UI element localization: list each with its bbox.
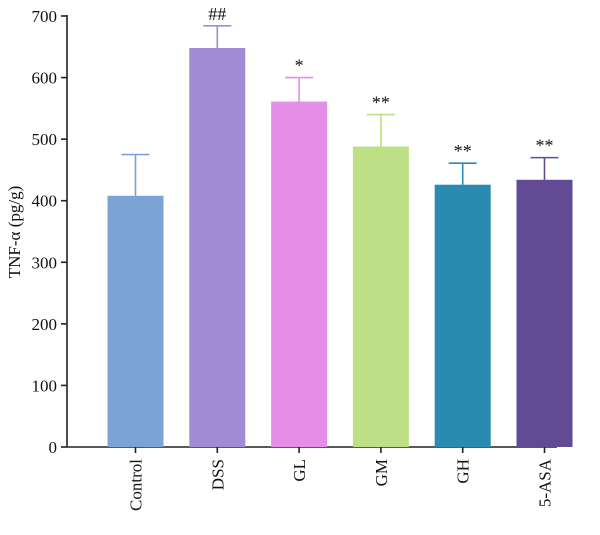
significance-label: ** [536, 136, 554, 156]
x-tick-label: GH [454, 459, 473, 484]
significance-label: ** [454, 141, 472, 161]
significance-label: ** [372, 93, 390, 113]
x-tick-label: Control [127, 459, 146, 511]
x-tick-label: GL [290, 459, 309, 482]
y-tick-label: 700 [32, 7, 58, 26]
y-tick-label: 400 [32, 192, 58, 211]
labels: 0 100 200 300 400 500 600 700 Control DSS ## GL * GM *… [32, 4, 555, 511]
y-tick-label: 300 [32, 253, 58, 272]
bar-dss [189, 48, 246, 447]
bar-control [107, 195, 164, 447]
bar-gh [434, 184, 491, 447]
x-tick-label: DSS [208, 459, 227, 490]
bar-5-asa [516, 179, 573, 447]
significance-label: * [295, 56, 304, 76]
bar-gl [271, 101, 328, 447]
y-tick-label: 600 [32, 69, 58, 88]
y-tick-label: 500 [32, 130, 58, 149]
y-axis-label: TNF-α (pg/g) [5, 186, 24, 278]
x-tick-label: 5-ASA [536, 458, 555, 507]
y-tick-label: 200 [32, 315, 58, 334]
y-tick-label: 0 [49, 438, 58, 457]
bar-gm [352, 146, 409, 447]
y-tick-label: 100 [32, 376, 58, 395]
significance-label: ## [208, 4, 226, 24]
x-tick-label: GM [372, 459, 391, 486]
bars [107, 25, 573, 447]
